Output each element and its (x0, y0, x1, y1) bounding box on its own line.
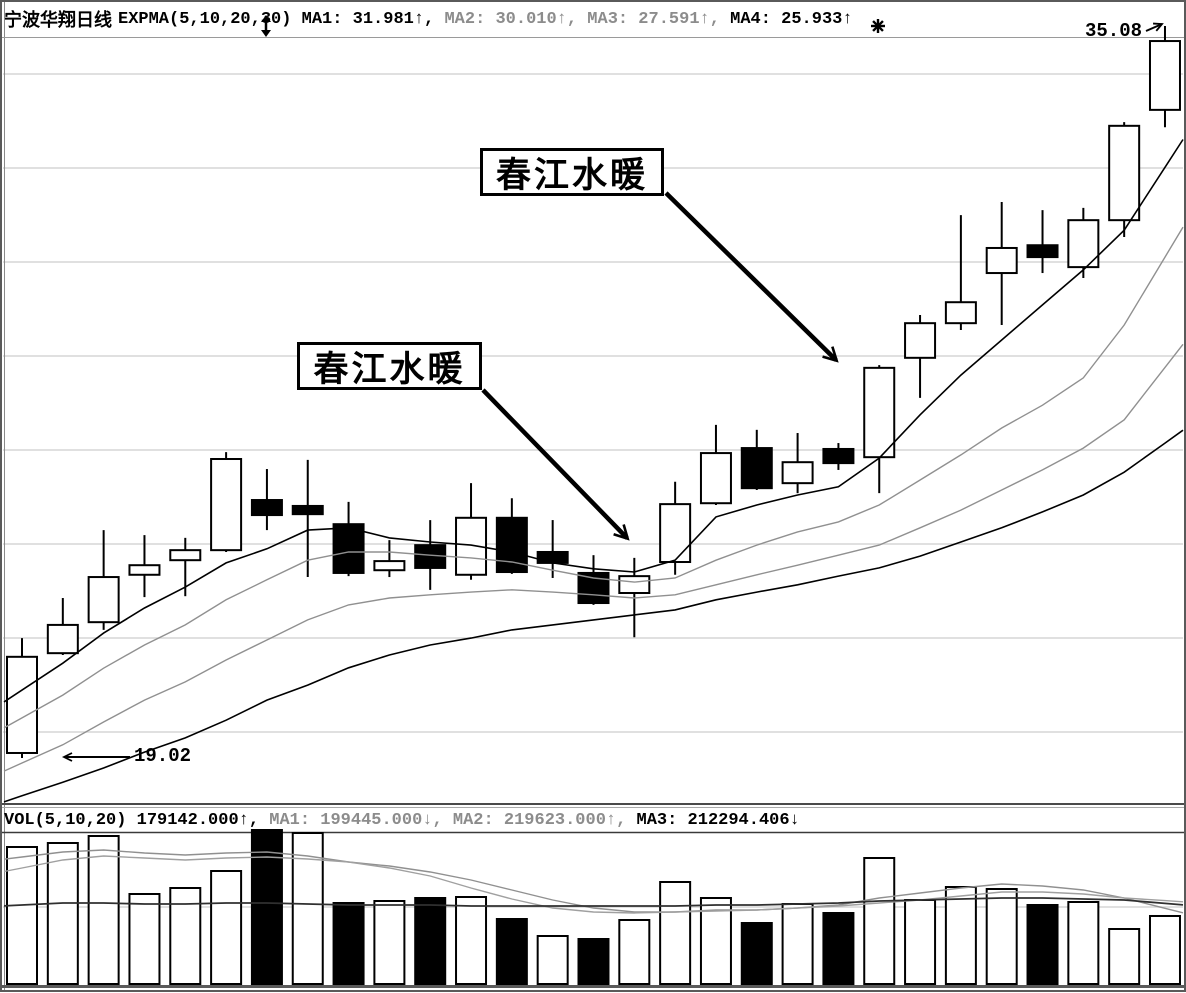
vol-value: 179142.000↑, (136, 810, 270, 830)
annotation-text: 春江水暖 (495, 154, 648, 196)
annotation-text: 春江水暖 (313, 348, 466, 390)
low-price-label: 19.02 (134, 745, 192, 767)
volume-ma-lines-layer (3, 849, 1184, 914)
annotation-box-lower: 春江水暖 (297, 342, 482, 390)
annotation-arrows-layer (481, 191, 839, 541)
indicator-label: EXPMA(5,10,20,30) (118, 9, 302, 29)
high-price-label: 35.08 (1085, 20, 1143, 42)
price-label-arrows (61, 22, 1164, 762)
ma3-value: MA3: 27.591↑, (587, 9, 731, 29)
ma1-value: MA1: 31.981↑, (301, 9, 445, 29)
volume-header: VOL(5,10,20) 179142.000↑, MA1: 199445.00… (4, 808, 800, 832)
ma4-value: MA4: 25.933↑ (730, 9, 853, 29)
main-chart-header: 宁波华翔日线 EXPMA(5,10,20,30) MA1: 31.981↑, M… (4, 4, 853, 34)
gridlines-layer (3, 73, 1183, 908)
vol-indicator-label: VOL(5,10,20) (4, 810, 137, 830)
vol-ma2-value: MA2: 219623.000↑, (452, 810, 637, 830)
volume-bars-layer (6, 829, 1181, 986)
candles-layer (6, 26, 1181, 758)
vol-ma3-value: MA3: 212294.406↓ (636, 810, 800, 830)
chart-markers-layer (261, 15, 885, 37)
annotation-box-upper: 春江水暖 (480, 148, 664, 196)
stock-title: 宁波华翔日线 (4, 10, 112, 31)
ma2-value: MA2: 30.010↑, (444, 9, 588, 29)
ema-lines-layer (3, 139, 1184, 803)
vol-ma1-value: MA1: 199445.000↓, (269, 810, 453, 830)
